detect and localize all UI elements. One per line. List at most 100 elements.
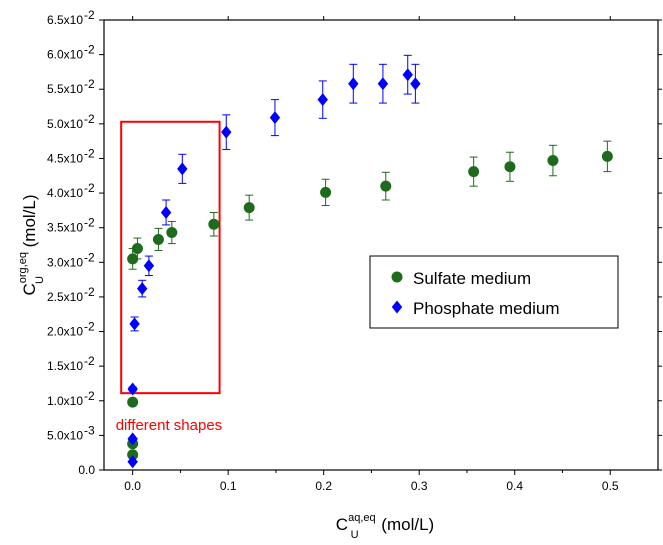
- data-point: [127, 253, 139, 265]
- y-tick-label-exp: -2: [84, 112, 95, 126]
- y-axis-label-sup: org,eq: [17, 252, 29, 283]
- data-point: [320, 186, 332, 198]
- legend-items: Sulfate medium Phosphate medium: [391, 269, 559, 318]
- y-tick-label-exp: -2: [84, 77, 95, 91]
- y-tick-label: 6.5x10: [47, 13, 83, 27]
- data-point: [127, 382, 138, 396]
- data-point: [468, 166, 480, 178]
- data-point: [380, 180, 392, 192]
- y-tick-label: 1.0x10: [47, 394, 83, 408]
- x-axis-label-sup: aq,eq: [348, 512, 376, 524]
- data-point: [317, 93, 328, 107]
- data-point: [127, 449, 139, 461]
- y-tick-label-base: 6.5x10: [47, 13, 83, 27]
- y-tick-label-base: 1.0x10: [47, 394, 83, 408]
- y-tick-label-exp: -2: [84, 354, 95, 368]
- data-point: [127, 396, 139, 408]
- y-tick-label-base: 4.0x10: [47, 186, 83, 200]
- data-point: [152, 233, 164, 245]
- y-tick-label-exp: -2: [84, 146, 95, 160]
- y-tick-label: 2.0x10: [47, 325, 83, 339]
- data-point: [160, 205, 172, 219]
- plot-border: [103, 19, 659, 471]
- x-axis-label: Caq,eq U (mol/L): [336, 512, 434, 541]
- data-point: [547, 155, 559, 167]
- data-point: [131, 242, 143, 254]
- y-tick-label-base: 3.5x10: [47, 221, 83, 235]
- series-layer: [127, 54, 613, 469]
- y-tick-label-exp: -3: [84, 423, 95, 437]
- series-phosphate-medium: [127, 54, 421, 469]
- legend-marker-diamond: [391, 300, 403, 314]
- data-point: [127, 432, 138, 446]
- data-point: [269, 111, 281, 125]
- y-axis-label-main: C: [20, 283, 39, 295]
- y-tick-label-base: 2.5x10: [47, 290, 83, 304]
- y-tick-label: 6.0x10: [47, 48, 83, 62]
- data-point: [129, 317, 140, 331]
- y-axis-label-sub: U: [34, 276, 46, 284]
- y-tick-label-exp: -2: [84, 181, 95, 195]
- y-tick-label: 4.5x10: [47, 151, 83, 165]
- y-tick-label-exp: -2: [84, 389, 95, 403]
- legend-label: Phosphate medium: [413, 299, 559, 318]
- data-point: [377, 77, 389, 91]
- y-tick-label: 3.0x10: [47, 255, 83, 269]
- y-tick-label: 2.5x10: [47, 290, 83, 304]
- x-axis-label-unit: (mol/L): [377, 515, 435, 534]
- y-tick-label-base: 4.5x10: [47, 151, 83, 165]
- y-tick-label: 5.0x10: [47, 428, 83, 442]
- data-point: [402, 68, 413, 82]
- y-tick-label-base: 2.0x10: [47, 325, 83, 339]
- data-point: [143, 259, 155, 273]
- y-tick-label: 3.5x10: [47, 221, 83, 235]
- y-tick-label-exp: -2: [84, 250, 95, 264]
- highlight-rectangle: [120, 120, 221, 395]
- annotation-text: different shapes: [116, 417, 222, 434]
- legend-box: [369, 255, 619, 329]
- data-point: [243, 202, 255, 214]
- y-tick-label-exp: -2: [84, 216, 95, 230]
- legend-label: Sulfate medium: [413, 269, 531, 288]
- y-tick-label-base: 0.0: [78, 463, 95, 477]
- data-point: [601, 150, 613, 162]
- y-tick-label: 1.5x10: [47, 359, 83, 373]
- x-tick-label: 0.1: [220, 479, 237, 493]
- data-point: [504, 161, 516, 173]
- y-tick-label-base: 3.0x10: [47, 255, 83, 269]
- y-axis-ticks: 0.05.0x10 -31.0x10 -21.5x10 -22.0x10 -22.5x1…: [47, 8, 662, 477]
- data-point: [166, 227, 178, 239]
- data-point: [208, 218, 220, 230]
- y-tick-label-base: 5.0x10: [47, 117, 83, 131]
- y-tick-label-exp: -2: [84, 285, 95, 299]
- y-tick-label-exp: -2: [84, 320, 95, 334]
- plot-frame: [103, 19, 659, 471]
- y-tick-label: 5.5x10: [47, 82, 83, 96]
- y-tick-label-exp: -2: [84, 8, 95, 22]
- data-point: [177, 162, 188, 176]
- y-tick-label-base: 6.0x10: [47, 48, 83, 62]
- y-axis-label-unit: (mol/L): [20, 194, 39, 252]
- y-tick-label-exp: -2: [84, 43, 95, 57]
- data-point: [410, 77, 421, 91]
- series-sulfate-medium: [127, 140, 613, 461]
- data-point: [127, 455, 138, 469]
- data-point: [348, 77, 359, 91]
- y-tick-label-base: 1.5x10: [47, 359, 83, 373]
- annotations: different shapes: [116, 120, 222, 434]
- legend-marker-circle: [391, 271, 403, 283]
- y-tick-label: 4.0x10: [47, 186, 83, 200]
- y-axis-label: Corg,eq U (mol/L): [17, 194, 46, 295]
- data-point: [221, 125, 232, 139]
- y-tick-label: 0.0: [78, 463, 95, 477]
- y-tick-label-base: 5.0x10: [47, 428, 83, 442]
- x-tick-label: 0.2: [315, 479, 332, 493]
- x-tick-label: 0.3: [411, 479, 428, 493]
- x-axis-ticks: 0.0 0.1 0.2 0.3 0.4 0.5: [124, 16, 619, 493]
- x-tick-label: 0.0: [124, 479, 141, 493]
- y-tick-label: 5.0x10: [47, 117, 83, 131]
- data-point: [137, 282, 148, 296]
- x-tick-label: 0.4: [506, 479, 523, 493]
- x-axis-label-sub: U: [351, 529, 359, 541]
